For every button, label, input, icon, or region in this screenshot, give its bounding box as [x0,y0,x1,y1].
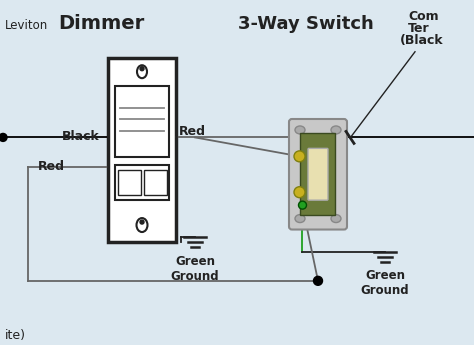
Text: Red: Red [38,160,65,173]
Text: 3-Way Switch: 3-Way Switch [238,15,374,33]
Text: Ter: Ter [408,22,429,35]
FancyBboxPatch shape [308,148,328,200]
Text: Green
Ground: Green Ground [171,255,219,283]
Ellipse shape [137,218,147,232]
Circle shape [0,134,7,141]
FancyBboxPatch shape [289,119,347,229]
Text: Leviton: Leviton [5,19,48,32]
Circle shape [140,220,144,224]
Bar [144,170,167,195]
Text: Dimmer: Dimmer [58,14,144,33]
Text: Com: Com [408,10,438,23]
Circle shape [299,201,307,209]
Circle shape [140,67,144,71]
Ellipse shape [295,126,305,134]
Text: (Black: (Black [400,34,444,47]
Text: Red: Red [179,126,206,138]
Bar [108,58,176,242]
Ellipse shape [137,65,147,78]
Circle shape [294,151,305,162]
Bar [115,165,169,200]
Ellipse shape [331,215,341,223]
Circle shape [313,276,322,285]
Ellipse shape [295,215,305,223]
Circle shape [294,187,305,198]
Ellipse shape [331,126,341,134]
Bar [301,134,336,215]
Bar [115,86,169,157]
Text: Black: Black [62,130,100,143]
Text: ite): ite) [5,329,26,342]
Text: Green
Ground: Green Ground [361,269,410,297]
Bar [118,170,141,195]
